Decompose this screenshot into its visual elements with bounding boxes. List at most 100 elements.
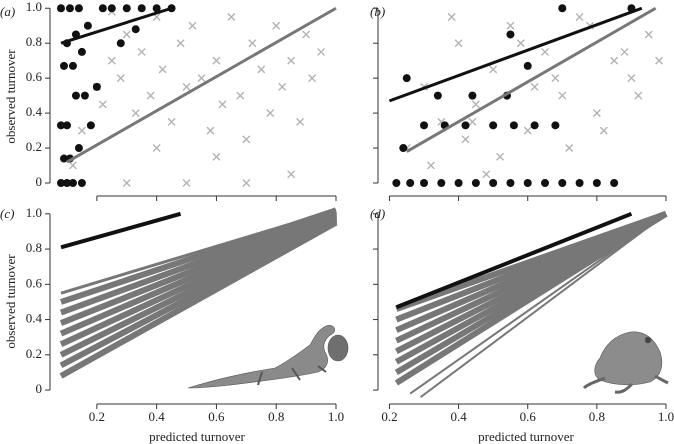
lizard-illustration [187,325,349,389]
fit-line [60,211,182,250]
fit-line [395,210,667,312]
cross-point [146,91,155,100]
dot-point [420,121,429,130]
y-tick-label: 0 [36,381,43,396]
dot-point [56,121,65,130]
cross-point [506,21,515,30]
dot-point [56,179,65,188]
cross-point [152,144,161,153]
dot-point [152,4,161,13]
dot-point [392,179,401,188]
cross-point [296,117,305,126]
cross-point [107,56,116,65]
cross-point [489,65,498,74]
cross-point [242,179,251,188]
dot-point [489,179,498,188]
panel-label: (c) [0,206,14,221]
cross-point [482,170,491,179]
dot-point [530,121,539,130]
dot-point [77,47,86,56]
fit-line [59,211,338,326]
cross-point [131,109,140,118]
cross-point [523,126,532,135]
cross-point [236,91,245,100]
cross-point [496,152,505,161]
cross-point [242,135,251,144]
y-tick-label: 0.8 [26,34,42,49]
dot-point [592,179,601,188]
frog-illustration [582,331,669,394]
fit-line [59,209,338,316]
dot-point [468,91,477,100]
cross-point [620,47,629,56]
cross-point [182,179,191,188]
dot-point [92,82,101,91]
dot-point [86,121,95,130]
cross-point [447,12,456,21]
cross-point [551,74,560,83]
y-tick-label: 0.2 [26,346,42,361]
y-tick-label: 0.6 [26,275,43,290]
cross-point [212,56,221,65]
fit-line [66,6,337,164]
cross-point [558,91,567,100]
fit-line [60,208,337,295]
cross-point [541,47,550,56]
dot-point [98,4,107,13]
dot-point [506,30,515,39]
dot-point [62,179,71,188]
cross-point [471,100,480,109]
cross-point [461,135,470,144]
cross-point [278,82,287,91]
panel: 0 0.2 0.4 0.6 0.8 1.0 (a) observed turnover [0,0,337,201]
cross-point [272,21,281,30]
cross-point [122,179,131,188]
cross-point [634,91,643,100]
y-tick-label: 0.6 [26,69,43,84]
cross-point [644,30,653,39]
dot-point [74,4,83,13]
dot-point [62,121,71,130]
dot-point [83,21,92,30]
cross-point [530,82,539,91]
dot-point [506,179,515,188]
y-tick-label: 0.4 [26,104,43,119]
x-tick-label: 1.0 [328,409,344,424]
x-axis-label: predicted turnover [149,429,245,444]
cross-point [302,30,311,39]
dot-point [523,61,532,70]
cross-point [137,47,146,56]
cross-point [77,126,86,135]
y-axis-label: observed turnover [3,254,18,349]
y-tick-label: 0 [36,174,43,189]
fit-line [59,212,338,337]
cross-point [266,109,275,118]
cross-point [655,56,664,65]
dot-point [461,121,470,130]
y-tick-label: 0.8 [26,240,42,255]
y-tick-label: 0.4 [26,311,43,326]
cross-point [516,39,525,48]
dot-point [65,4,74,13]
dot-point [437,179,446,188]
dot-point [107,4,116,13]
panel-label: (d) [370,206,385,221]
panel: (b) [370,4,667,201]
cross-point [122,30,131,39]
dot-point [575,179,584,188]
fit-line [60,6,173,45]
dot-point [80,91,89,100]
cross-point [98,100,107,109]
cross-point [167,117,176,126]
dot-point [56,4,65,13]
cross-point [317,47,326,56]
dot-point [116,39,125,48]
cross-point [468,117,477,126]
dot-point [74,144,83,153]
dot-point [402,74,411,83]
dot-point [610,179,619,188]
panel: 0.2 0.4 0.6 0.8 1.0 (d) predicted turnover [370,206,674,444]
x-tick-label: 1.0 [658,409,674,424]
